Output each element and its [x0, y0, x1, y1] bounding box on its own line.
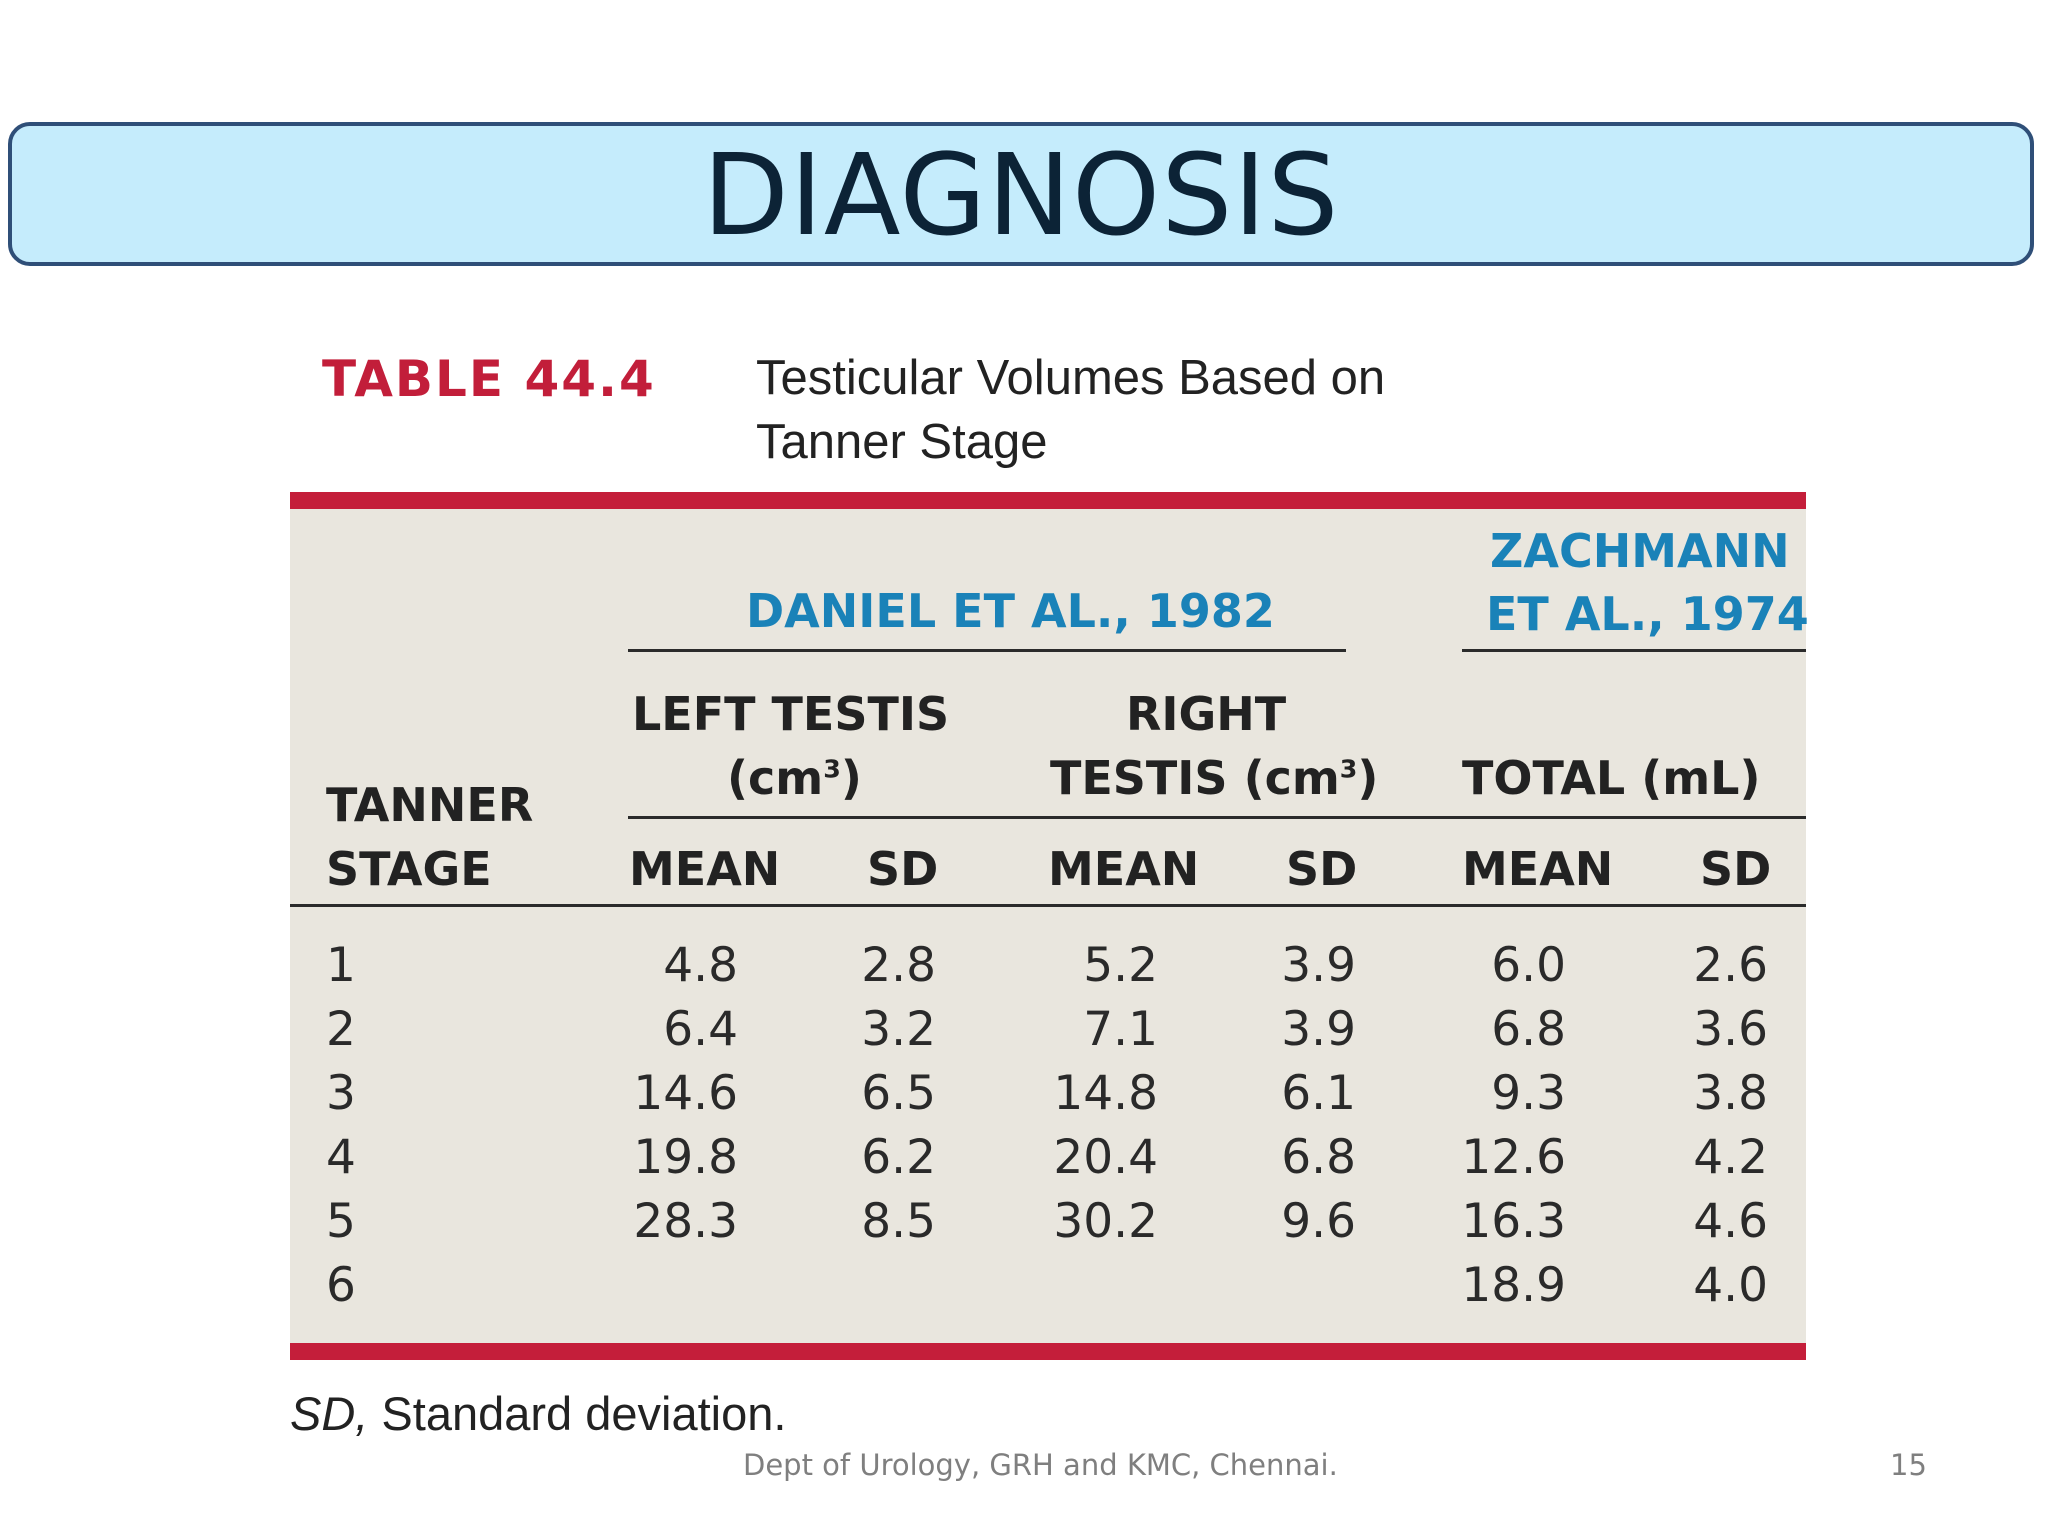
table-label: TABLE 44.4	[322, 350, 656, 408]
cell-right-mean: 20.4	[1053, 1130, 1158, 1185]
stage-header-line2: STAGE	[326, 842, 492, 896]
cell-total-sd: 3.6	[1693, 1002, 1768, 1057]
group-header-zachmann-line1: ZACHMANN	[1490, 524, 1790, 578]
cell-right-mean: 30.2	[1053, 1194, 1158, 1249]
cell-left-sd: 8.5	[861, 1194, 936, 1249]
subgroup-right-line1: RIGHT	[1126, 687, 1287, 741]
cell-total-mean: 6.0	[1491, 938, 1566, 993]
cell-total-mean: 12.6	[1461, 1130, 1566, 1185]
col-header-total-sd: SD	[1700, 842, 1772, 896]
cell-stage: 3	[326, 1066, 356, 1121]
col-header-right-sd: SD	[1286, 842, 1358, 896]
table-caption: Testicular Volumes Based on Tanner Stage	[756, 346, 1385, 474]
subgroup-left-line2: (cm3)	[727, 751, 862, 805]
cell-total-sd: 4.6	[1693, 1194, 1768, 1249]
group-rule-daniel	[628, 649, 1346, 652]
cell-left-mean: 6.4	[663, 1002, 738, 1057]
cell-left-mean: 14.6	[633, 1066, 738, 1121]
col-header-right-mean: MEAN	[1048, 842, 1200, 896]
cell-total-sd: 2.6	[1693, 938, 1768, 993]
cell-right-sd: 3.9	[1281, 1002, 1356, 1057]
slide-page-number: 15	[1890, 1448, 1927, 1482]
subgroup-left-line1: LEFT TESTIS	[632, 687, 950, 741]
table-top-bar	[290, 492, 1806, 509]
cell-left-mean: 28.3	[633, 1194, 738, 1249]
table-caption-line2: Tanner Stage	[756, 415, 1048, 469]
testicular-volume-table: DANIEL ET AL., 1982 ZACHMANN ET AL., 197…	[290, 492, 1809, 1360]
cell-total-mean: 9.3	[1491, 1066, 1566, 1121]
col-header-left-mean: MEAN	[629, 842, 781, 896]
group-header-daniel: DANIEL ET AL., 1982	[746, 584, 1275, 638]
cell-left-sd: 6.5	[861, 1066, 936, 1121]
slide-title: DIAGNOSIS	[702, 131, 1340, 261]
stage-header-line1: TANNER	[326, 778, 534, 832]
slide-footer: Dept of Urology, GRH and KMC, Chennai.	[743, 1448, 1338, 1482]
cell-left-sd: 6.2	[861, 1130, 936, 1185]
table-bottom-bar	[290, 1343, 1806, 1360]
cell-stage: 4	[326, 1130, 356, 1185]
cell-total-mean: 6.8	[1491, 1002, 1566, 1057]
cell-stage: 6	[326, 1258, 356, 1313]
cell-left-sd: 2.8	[861, 938, 936, 993]
cell-right-sd: 6.8	[1281, 1130, 1356, 1185]
header-rule	[290, 904, 1806, 907]
cell-stage: 1	[326, 938, 356, 993]
cell-stage: 2	[326, 1002, 356, 1057]
cell-total-sd: 4.2	[1693, 1130, 1768, 1185]
slide-title-box: DIAGNOSIS	[8, 122, 2034, 266]
subgroup-rule	[628, 816, 1806, 819]
cell-right-mean: 14.8	[1053, 1066, 1158, 1121]
cell-left-mean: 19.8	[633, 1130, 738, 1185]
subgroup-right-line2: TESTIS (cm3)	[1050, 751, 1379, 805]
cell-right-sd: 3.9	[1281, 938, 1356, 993]
table-footnote: SD, Standard deviation.	[290, 1386, 786, 1441]
footnote-abbreviation: SD,	[290, 1387, 369, 1440]
cell-right-sd: 6.1	[1281, 1066, 1356, 1121]
cell-right-mean: 5.2	[1083, 938, 1158, 993]
cell-total-sd: 4.0	[1693, 1258, 1768, 1313]
col-header-total-mean: MEAN	[1462, 842, 1614, 896]
cell-left-mean: 4.8	[663, 938, 738, 993]
group-header-zachmann-line2: ET AL., 1974	[1486, 587, 1809, 641]
table-heading: TABLE 44.4 Testicular Volumes Based on T…	[322, 346, 1822, 476]
cell-right-mean: 7.1	[1083, 1002, 1158, 1057]
group-rule-zachmann	[1462, 649, 1806, 652]
footnote-text: Standard deviation.	[368, 1387, 787, 1440]
cell-total-mean: 18.9	[1461, 1258, 1566, 1313]
subgroup-total: TOTAL (mL)	[1462, 751, 1761, 805]
cell-left-sd: 3.2	[861, 1002, 936, 1057]
col-header-left-sd: SD	[867, 842, 939, 896]
cell-total-mean: 16.3	[1461, 1194, 1566, 1249]
table-caption-line1: Testicular Volumes Based on	[756, 351, 1386, 405]
cell-right-sd: 9.6	[1281, 1194, 1356, 1249]
cell-stage: 5	[326, 1194, 356, 1249]
cell-total-sd: 3.8	[1693, 1066, 1768, 1121]
